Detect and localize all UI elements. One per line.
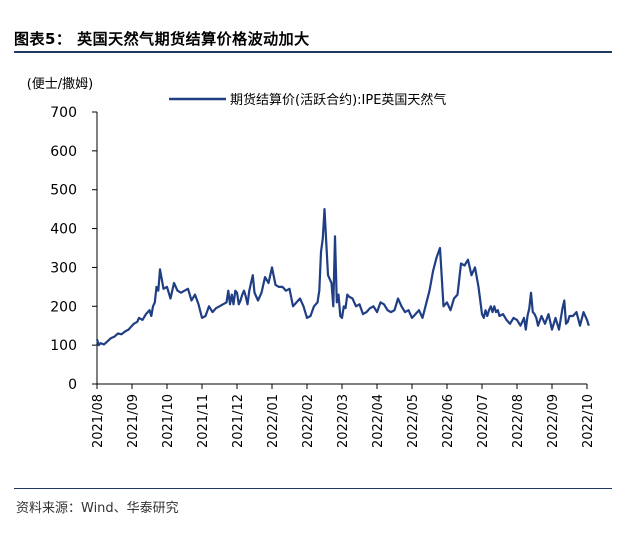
x-tick-label: 2022/03 bbox=[336, 394, 351, 448]
y-tick-label: 500 bbox=[50, 183, 77, 199]
y-tick-label: 0 bbox=[68, 377, 77, 393]
y-tick-label: 600 bbox=[50, 144, 77, 160]
x-tick-label: 2022/05 bbox=[406, 394, 421, 448]
y-tick-label: 200 bbox=[50, 299, 77, 315]
x-tick-label: 2022/07 bbox=[476, 394, 491, 448]
x-tick-label: 2021/11 bbox=[196, 394, 211, 448]
x-tick-label: 2021/10 bbox=[161, 394, 176, 448]
x-tick-label: 2021/08 bbox=[91, 394, 106, 448]
legend-label: 期货结算价(活跃合约):IPE英国天然气 bbox=[230, 92, 446, 108]
x-tick-label: 2021/09 bbox=[126, 394, 141, 448]
series-line bbox=[95, 208, 590, 347]
x-tick-label: 2022/10 bbox=[581, 394, 596, 448]
x-tick-label: 2022/04 bbox=[371, 394, 386, 448]
plot-area: 0 100 200 300 400 500 600 700 2021/08 2021/09 2021… bbox=[50, 105, 596, 448]
y-tick-label: 400 bbox=[50, 222, 77, 238]
y-axis-label: (便士/撒姆) bbox=[27, 76, 94, 92]
source-note: 资料来源：Wind、华泰研究 bbox=[16, 501, 179, 516]
y-tick-label: 700 bbox=[50, 105, 77, 121]
legend: 期货结算价(活跃合约):IPE英国天然气 bbox=[169, 92, 446, 108]
y-tick-label: 100 bbox=[50, 338, 77, 354]
x-tick-label: 2021/12 bbox=[231, 394, 246, 448]
x-tick-label: 2022/06 bbox=[441, 394, 456, 448]
title-rule bbox=[14, 51, 612, 53]
x-tick-label: 2022/01 bbox=[266, 394, 281, 448]
x-tick-label: 2022/08 bbox=[511, 394, 526, 448]
x-tick-label: 2022/09 bbox=[546, 394, 561, 448]
source-rule bbox=[14, 488, 612, 489]
y-tick-label: 300 bbox=[50, 260, 77, 276]
x-tick-label: 2022/02 bbox=[301, 394, 316, 448]
figure-title: 图表5： 英国天然气期货结算价格波动加大 bbox=[14, 30, 310, 48]
